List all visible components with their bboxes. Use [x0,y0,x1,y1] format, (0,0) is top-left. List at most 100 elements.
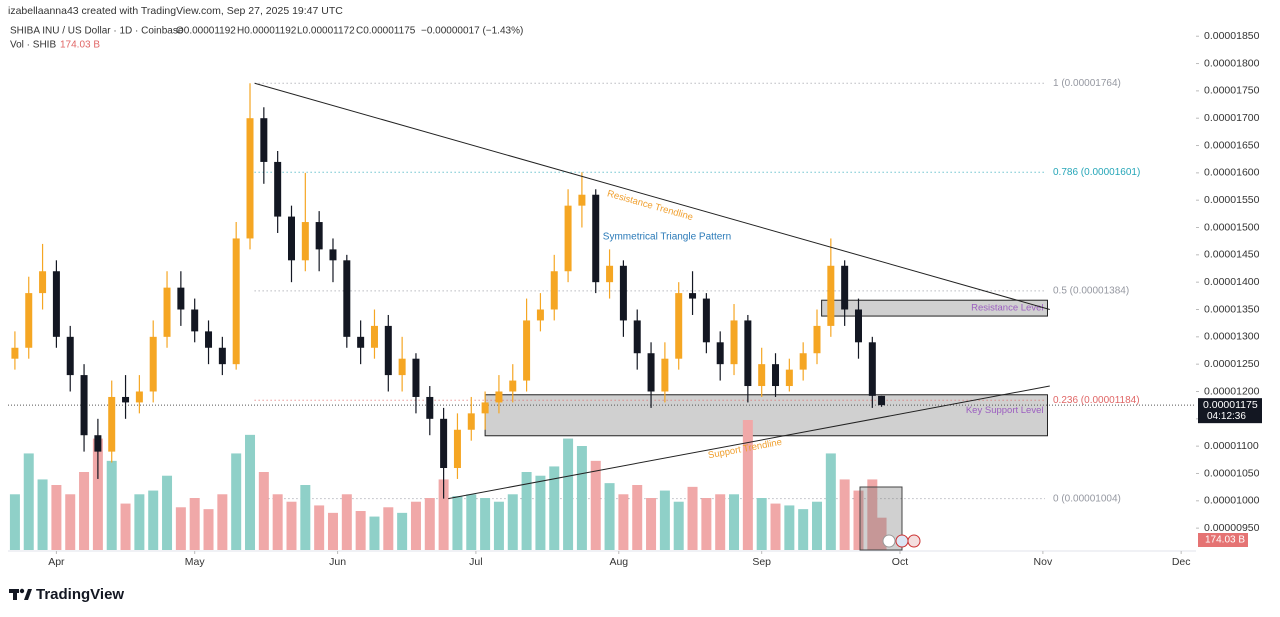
y-tick-label: 0.00001000 [1204,495,1260,507]
volume-bar [867,479,878,550]
candle-body [495,391,503,403]
candle-body [398,358,406,376]
trendline [448,385,1050,500]
volume-bar [120,503,131,550]
logo-part [19,588,25,594]
x-tick-label: Jun [329,556,346,568]
event-icon [895,534,909,548]
candle-body [343,260,351,337]
volume-bar [203,509,214,550]
zone [821,299,1048,317]
candle-body [25,293,33,348]
candle-body [205,331,213,348]
volume-bar [369,516,380,550]
candle-body [412,358,420,397]
ohlc-high: H0.00001192 [237,26,297,37]
candle-body [246,118,254,239]
logo-icon [9,588,32,600]
candle-body [606,265,614,283]
volume-bar [438,479,449,550]
volume-bar [51,485,62,550]
zone-label: Resistance Level [971,303,1043,314]
volume-bar [659,490,670,550]
candle-body [716,342,724,365]
volume-bar [576,446,587,550]
y-tick-label: 0.00001350 [1204,303,1260,315]
y-tick-label: 0.00001300 [1204,331,1260,343]
y-tick-label: 0.00001550 [1204,194,1260,206]
candle-body [357,336,365,348]
candle-body [799,353,807,370]
candle-body [841,265,849,310]
volume-box [1198,533,1248,547]
volume-bar [604,483,615,550]
y-tick-label: 0.00001650 [1204,139,1260,151]
fib-label: 1 (0.00001764) [1053,78,1121,89]
x-tick-label: Jul [469,556,482,568]
y-tick-label: 0.00001200 [1204,385,1260,397]
candle-body [592,194,600,283]
volume-bar [770,503,781,550]
trendline [254,82,1050,310]
candle-body [772,364,780,387]
volume-bar [798,509,809,550]
volume-bar [148,490,159,550]
pattern-label: Symmetrical Triangle Pattern [603,232,731,243]
event-icon [882,534,896,548]
volume-bar [341,494,352,550]
volume-bar [258,472,269,550]
candle-body [744,320,752,387]
volume-bar [37,479,48,550]
candle-body [301,222,309,261]
volume-name: Vol · SHIB [10,40,56,51]
candle-body [260,118,268,162]
volume-bar [355,511,366,550]
volume-bar [92,438,103,550]
candle-body [122,396,130,403]
volume-bar [729,494,740,550]
candle-body [813,325,821,354]
candle-body [426,396,434,419]
candle-body [177,287,185,310]
ohlc-open: O0.00001192 [176,26,236,37]
volume-bar [272,494,283,550]
candle-body [274,161,282,217]
x-tick-label: May [185,556,206,568]
last-price-label: 0.00001175 [1203,399,1258,411]
volume-bar [715,494,726,550]
fib-label: 0.5 (0.00001384) [1053,286,1129,297]
y-tick-label: 0.00001050 [1204,467,1260,479]
ohlc-low: L0.00001172 [297,26,355,37]
candle-body [108,396,116,452]
volume-bar [493,501,504,550]
volume-bar [397,512,408,550]
brand: TradingView [36,586,124,603]
volume-bar [79,472,90,550]
volume-bar [9,494,20,550]
candle-body [80,375,88,436]
candle-body [384,325,392,376]
candle-body [329,249,337,261]
y-tick-label: 0.00001500 [1204,221,1260,233]
candle-body [94,435,102,452]
fib-label: 0 (0.00001004) [1053,493,1121,504]
candle-body [11,347,19,359]
volume-box-label: 174.03 B [1205,535,1245,546]
candle-body [536,309,544,321]
volume-bar [245,434,256,550]
candle-body [135,391,143,403]
candle-body [453,429,461,469]
x-tick-label: Apr [48,556,65,568]
candle-body [66,336,74,376]
candle-body [758,364,766,387]
candle-body [467,413,475,430]
volume-bar [189,498,200,550]
logo-part [13,589,17,600]
candle-body [633,320,641,354]
volume-bar [300,485,311,550]
volume-bar [701,498,712,550]
fib-label: 0.786 (0.00001601) [1053,167,1140,178]
candle-body [689,293,697,299]
event-icon [907,534,921,548]
